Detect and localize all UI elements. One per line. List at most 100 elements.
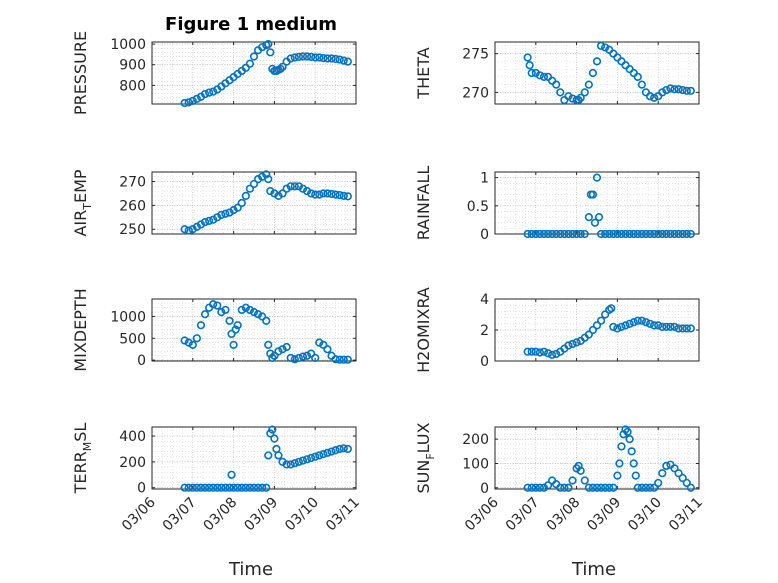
y-axis-label-part: SUN: [414, 460, 433, 494]
axes-box: [494, 426, 700, 490]
data-point: [278, 189, 287, 198]
data-point: [200, 483, 210, 492]
data-point: [658, 469, 667, 478]
y-axis-label-part: TERR: [71, 451, 90, 494]
data-point: [298, 52, 308, 61]
data-point: [670, 322, 679, 332]
data-point: [249, 307, 259, 317]
data-point: [209, 87, 218, 96]
subplot-6: 0 2 4 H2OMIXRA: [414, 287, 700, 373]
data-point: [184, 483, 193, 492]
data-point: [323, 345, 332, 354]
data-point: [264, 340, 273, 349]
data-point: [331, 446, 340, 455]
y-tick-label: 0: [137, 353, 146, 369]
data-point: [645, 229, 655, 239]
data-point: [658, 322, 667, 332]
data-point: [262, 170, 271, 179]
data-point: [682, 86, 691, 95]
data-point: [268, 425, 277, 434]
subplot-2: 270 275 THETA: [414, 41, 700, 105]
data-point: [580, 229, 589, 239]
data-point: [592, 321, 602, 330]
data-point: [205, 483, 214, 492]
data-point: [588, 325, 598, 335]
data-point: [311, 353, 320, 363]
y-axis-label-part: AIR: [71, 210, 90, 237]
y-tick-label: 0: [480, 481, 489, 497]
data-point: [539, 72, 549, 81]
data-point: [258, 43, 267, 52]
data-point: [548, 350, 557, 359]
data-point: [629, 318, 638, 327]
data-point: [621, 321, 630, 330]
data-point: [270, 189, 279, 198]
data-point: [686, 324, 695, 333]
x-tick-label: 03/10: [625, 495, 665, 535]
data-point: [523, 483, 532, 492]
y-tick-label: 100: [462, 456, 489, 472]
data-point: [670, 229, 679, 239]
data-point: [584, 330, 593, 339]
data-point: [286, 460, 295, 469]
data-point: [617, 229, 626, 239]
data-point: [633, 229, 642, 239]
data-point: [662, 322, 671, 332]
data-point: [650, 229, 659, 239]
data-point: [666, 84, 675, 93]
data-point: [343, 57, 352, 66]
data-point: [294, 52, 303, 61]
data-point: [311, 53, 320, 62]
data-point: [678, 85, 687, 95]
x-tick-label: 03/09: [241, 495, 281, 535]
data-point: [315, 53, 324, 62]
data-point: [221, 305, 230, 315]
data-point: [294, 457, 303, 466]
x-tick-label: 03/07: [503, 495, 543, 535]
data-point: [601, 229, 610, 239]
data-point: [323, 54, 332, 63]
data-point: [294, 353, 303, 363]
data-point: [523, 347, 532, 356]
data-point: [617, 322, 626, 332]
y-tick-label: 400: [119, 429, 146, 445]
y-tick-label: 1000: [110, 309, 146, 325]
data-point: [264, 175, 273, 184]
data-point: [564, 92, 573, 101]
y-tick-label: 200: [462, 432, 489, 448]
data-point: [629, 229, 638, 239]
data-point: [556, 483, 565, 492]
axes-box: [151, 426, 357, 490]
subplot-4: 0 0.5 1 RAINFALL: [414, 166, 700, 243]
data-point: [605, 483, 614, 492]
data-point: [315, 451, 324, 460]
data-point: [233, 203, 242, 212]
data-point: [531, 68, 540, 78]
data-point: [286, 182, 295, 191]
data-point: [596, 316, 606, 325]
data-point: [221, 209, 230, 218]
data-point: [658, 229, 667, 239]
y-tick-label: 270: [462, 85, 489, 101]
data-point: [192, 94, 201, 103]
data-point: [637, 483, 646, 492]
data-point: [229, 340, 238, 349]
data-point: [196, 483, 206, 492]
data-point: [584, 212, 593, 222]
data-point: [552, 80, 561, 89]
data-point: [209, 483, 218, 492]
data-point: [184, 338, 193, 347]
data-point: [601, 483, 610, 492]
data-point: [605, 229, 614, 239]
data-point: [564, 483, 573, 492]
data-point: [217, 210, 226, 220]
data-point: [264, 39, 273, 49]
subplot-1: 800 900 1000 PRESSURE: [71, 31, 357, 115]
data-point: [678, 324, 687, 333]
data-point: [245, 483, 255, 492]
data-point: [674, 85, 683, 94]
data-point: [654, 321, 663, 330]
data-point: [233, 321, 242, 330]
y-tick-label: 4: [480, 292, 489, 308]
data-point: [527, 347, 536, 356]
